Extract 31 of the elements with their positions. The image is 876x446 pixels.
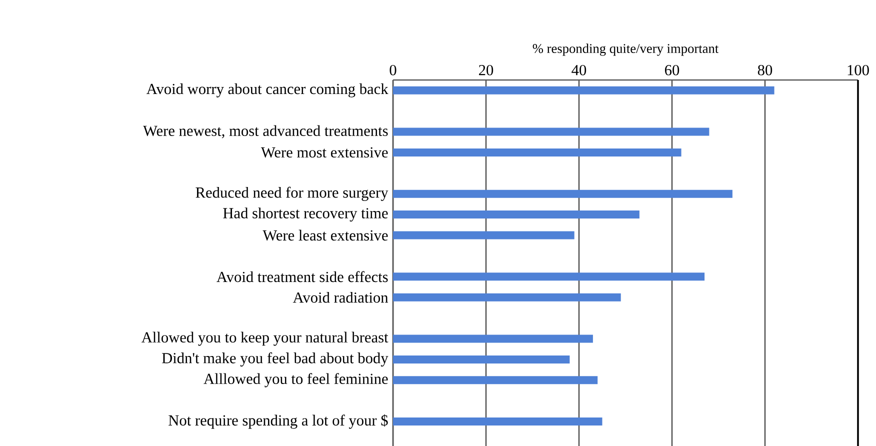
bar — [393, 272, 705, 281]
y-tick-label: Avoid treatment side effects — [216, 271, 388, 282]
y-tick-label: Were least extensive — [262, 230, 388, 241]
y-tick-label: Avoid radiation — [292, 292, 388, 303]
bar — [393, 376, 598, 384]
x-tick-label: 40 — [572, 64, 586, 76]
bar — [393, 293, 621, 302]
bar — [393, 190, 732, 198]
bar — [393, 148, 682, 156]
y-tick-label: Avoid worry about cancer coming back — [146, 83, 388, 98]
y-tick-label: Reduced need for more surgery — [196, 186, 388, 201]
y-tick-label: Didn't make you feel bad about body — [162, 352, 388, 366]
x-axis-title: % responding quite/very important — [532, 44, 719, 56]
x-tick-label: 0 — [390, 64, 396, 76]
bar — [393, 355, 570, 364]
y-tick-label: Allowed you to keep your natural breast — [141, 332, 388, 346]
x-tick-label: 60 — [664, 64, 680, 76]
y-tick-label: Alllowed you to feel feminine — [204, 373, 388, 388]
y-tick-label: Were most extensive — [260, 147, 388, 158]
y-tick-label: Were newest, most advanced treatments — [143, 125, 388, 138]
x-tick-label: 80 — [758, 64, 772, 76]
bar — [393, 334, 593, 343]
bar — [393, 418, 602, 426]
x-tick-label: 20 — [479, 64, 494, 76]
bar — [393, 86, 774, 94]
bar — [393, 128, 710, 136]
x-tick-label: 100 — [848, 64, 869, 76]
bar — [393, 210, 640, 219]
y-tick-label: Not require spending a lot of your $ — [168, 414, 388, 429]
y-tick-label: Had shortest recovery time — [223, 208, 388, 222]
bar — [393, 231, 574, 240]
